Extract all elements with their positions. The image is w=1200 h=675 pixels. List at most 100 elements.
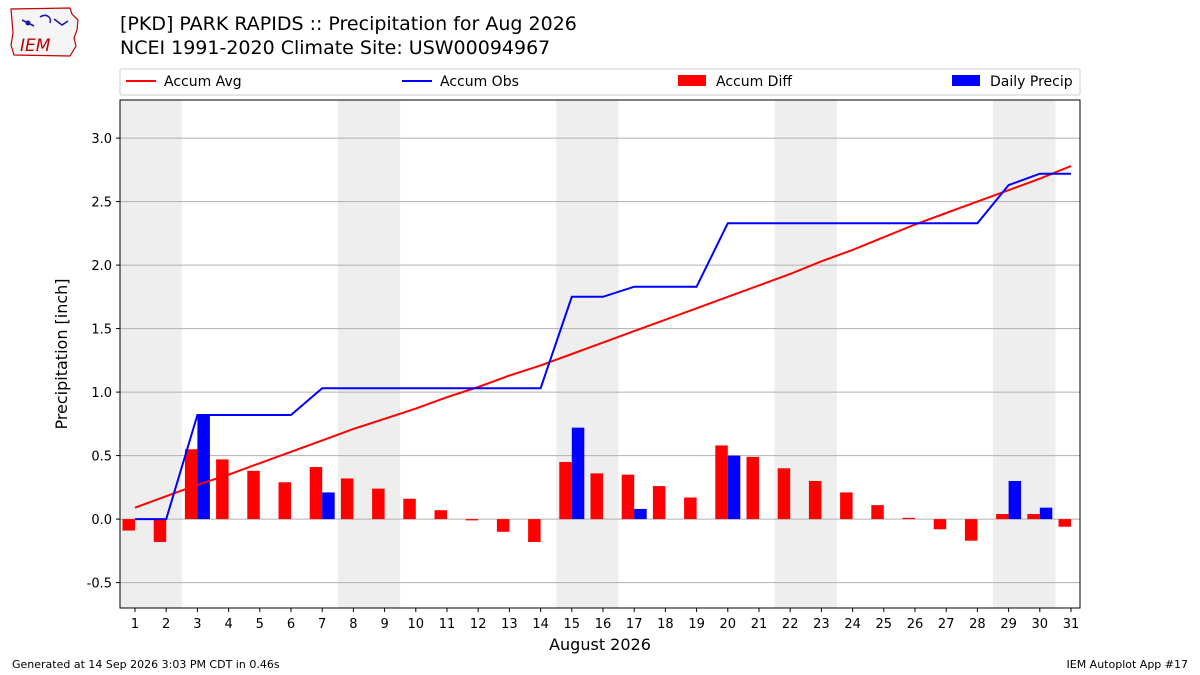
daily-bar-day-29 bbox=[1008, 481, 1022, 520]
x-tick-label: 3 bbox=[193, 617, 201, 632]
legend-swatch-accum-diff bbox=[678, 75, 706, 86]
legend-swatch-daily-precip bbox=[952, 75, 980, 86]
diff-bar-day-6 bbox=[278, 482, 291, 520]
diff-bar-day-8 bbox=[340, 478, 354, 520]
x-tick-label: 12 bbox=[470, 617, 487, 632]
weekend-shade-2 bbox=[556, 100, 619, 608]
x-tick-label: 28 bbox=[969, 617, 986, 632]
legend-frame bbox=[119, 68, 1081, 96]
x-tick-label: 31 bbox=[1063, 617, 1080, 632]
accum-lines bbox=[134, 165, 1072, 521]
diff-bar-day-21 bbox=[746, 456, 759, 520]
x-tick-label: 8 bbox=[349, 617, 357, 632]
x-tick-label: 17 bbox=[626, 617, 643, 632]
x-tick-label: 2 bbox=[162, 617, 170, 632]
x-tick-label: 5 bbox=[256, 617, 264, 632]
diff-bar-day-23 bbox=[808, 481, 822, 520]
diff-bar-day-10 bbox=[403, 498, 416, 520]
x-tick-label: 20 bbox=[720, 617, 737, 632]
diff-bar-day-5 bbox=[247, 470, 260, 520]
x-tick-label: 15 bbox=[564, 617, 581, 632]
diff-bar-day-9 bbox=[372, 488, 385, 520]
y-tick-label: -0.5 bbox=[87, 577, 112, 592]
diff-bar-day-25 bbox=[871, 505, 884, 520]
x-tick-label: 9 bbox=[380, 617, 388, 632]
diff-bar-day-1 bbox=[122, 519, 135, 531]
x-tick-label: 25 bbox=[876, 617, 893, 632]
legend: Accum Avg Accum Obs Accum Diff Daily Pre… bbox=[119, 68, 1081, 96]
weekend-shade-0 bbox=[120, 100, 182, 608]
diff-bar-day-20 bbox=[715, 445, 728, 520]
diff-bar-day-29 bbox=[996, 514, 1009, 520]
x-tick-label: 22 bbox=[782, 617, 799, 632]
x-tick-label: 4 bbox=[224, 617, 232, 632]
y-tick-label: 1.0 bbox=[91, 386, 112, 401]
x-tick-label: 30 bbox=[1032, 617, 1049, 632]
x-tick-label: 14 bbox=[532, 617, 549, 632]
diff-bar-day-22 bbox=[777, 468, 791, 520]
x-tick-label: 6 bbox=[287, 617, 295, 632]
x-tick-label: 1 bbox=[131, 617, 139, 632]
x-tick-label: 16 bbox=[595, 617, 612, 632]
bars bbox=[122, 414, 1071, 542]
diff-bar-day-14 bbox=[528, 519, 541, 542]
legend-label-daily-precip: Daily Precip bbox=[990, 74, 1073, 90]
chart-subtitle: NCEI 1991-2020 Climate Site: USW00094967 bbox=[120, 37, 551, 59]
x-tick-label: 19 bbox=[688, 617, 705, 632]
x-tick-label: 18 bbox=[657, 617, 674, 632]
iowa-state-outline-icon bbox=[10, 7, 79, 57]
legend-label-accum-obs: Accum Obs bbox=[440, 74, 519, 90]
weekend-shade-3 bbox=[774, 100, 837, 608]
diff-bar-day-3 bbox=[184, 449, 198, 520]
weekend-shading bbox=[120, 100, 1056, 608]
x-tick-label: 7 bbox=[318, 617, 326, 632]
y-tick-label: 1.5 bbox=[91, 323, 112, 338]
logo-text: IEM bbox=[20, 36, 51, 56]
diff-bar-day-30 bbox=[1027, 514, 1040, 520]
legend-item-accum-diff: Accum Diff bbox=[678, 74, 792, 90]
diff-bar-day-17 bbox=[621, 474, 635, 520]
diff-bar-day-27 bbox=[933, 519, 947, 530]
diff-bar-day-19 bbox=[684, 497, 697, 520]
x-tick-label: 26 bbox=[907, 617, 924, 632]
diff-bar-day-11 bbox=[434, 510, 447, 520]
daily-bar-day-15 bbox=[571, 427, 585, 520]
legend-item-daily-precip: Daily Precip bbox=[952, 74, 1073, 90]
daily-bar-day-17 bbox=[634, 508, 647, 520]
diff-bar-day-26 bbox=[902, 517, 915, 520]
diff-bar-day-31 bbox=[1058, 519, 1071, 527]
diff-bar-day-28 bbox=[964, 519, 978, 541]
y-tick-label: 2.0 bbox=[91, 259, 112, 274]
y-tick-label: 3.0 bbox=[91, 132, 112, 147]
x-tick-label: 27 bbox=[938, 617, 955, 632]
x-tick-label: 13 bbox=[501, 617, 518, 632]
x-tick-label: 23 bbox=[813, 617, 830, 632]
x-tick-label: 24 bbox=[844, 617, 861, 632]
daily-bar-day-3 bbox=[197, 414, 210, 520]
generated-timestamp: Generated at 14 Sep 2026 3:03 PM CDT in … bbox=[12, 658, 280, 671]
x-axis-label: August 2026 bbox=[549, 635, 651, 654]
daily-bar-day-7 bbox=[322, 492, 335, 520]
legend-label-accum-avg: Accum Avg bbox=[164, 74, 242, 90]
iem-logo: IEM bbox=[10, 7, 79, 57]
legend-item-accum-obs: Accum Obs bbox=[402, 74, 519, 90]
diff-bar-day-15 bbox=[559, 461, 572, 520]
diff-bar-day-4 bbox=[216, 459, 229, 520]
diff-bar-day-7 bbox=[309, 467, 323, 520]
diff-bar-day-12 bbox=[465, 519, 479, 521]
x-axis-ticks: 1 2 3 4 5 6 7 8 9 10 11 12 13 14 15 16 17 18 19 20 21 22 23 24 2… bbox=[131, 608, 1079, 632]
weekend-shade-1 bbox=[337, 100, 401, 608]
diff-bar-day-18 bbox=[652, 486, 666, 520]
diff-bar-day-2 bbox=[153, 519, 167, 542]
y-tick-label: 2.5 bbox=[91, 196, 112, 211]
accum-obs-line bbox=[135, 172, 1071, 521]
y-axis-ticks: -0.5 0.0 0.5 1.0 1.5 2.0 2.5 3.0 bbox=[87, 132, 120, 592]
diff-bar-day-24 bbox=[840, 492, 853, 520]
daily-bar-day-30 bbox=[1039, 507, 1053, 520]
chart-title: [PKD] PARK RAPIDS :: Precipitation for A… bbox=[120, 13, 577, 35]
diff-bar-day-16 bbox=[590, 473, 603, 520]
y-tick-label: 0.0 bbox=[91, 513, 112, 528]
legend-item-accum-avg: Accum Avg bbox=[126, 74, 242, 90]
daily-bar-day-20 bbox=[727, 455, 741, 520]
